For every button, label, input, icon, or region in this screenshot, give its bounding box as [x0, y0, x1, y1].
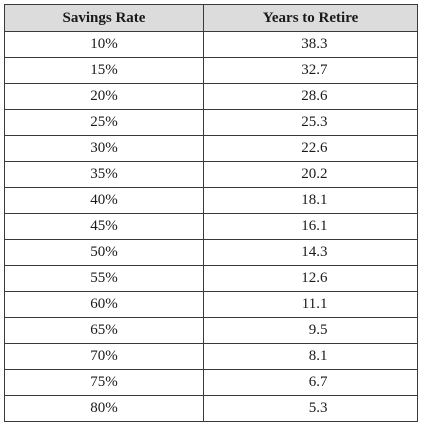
years-value: 5.3	[308, 400, 328, 416]
header-row: Savings Rate Years to Retire	[4, 4, 418, 32]
years-value: 8.1	[308, 348, 328, 364]
table-body: 10% 38.3 15% 32.7 20% 28.6 25% 25.3 30% 22.6 35% 20…	[4, 31, 418, 422]
table-row: 50% 14.3	[4, 239, 418, 266]
savings-rate-cell: 15%	[4, 57, 204, 84]
years-value: 11.1	[301, 296, 328, 312]
years-to-retire-cell: 6.7	[203, 369, 418, 396]
table-row: 30% 22.6	[4, 135, 418, 162]
savings-rate-cell: 35%	[4, 161, 204, 188]
table-row: 15% 32.7	[4, 57, 418, 84]
header-years-to-retire: Years to Retire	[203, 4, 418, 32]
years-to-retire-cell: 5.3	[203, 395, 418, 422]
years-to-retire-cell: 14.3	[203, 239, 418, 266]
header-savings-rate: Savings Rate	[4, 4, 204, 32]
savings-rate-table: Savings Rate Years to Retire 10% 38.3 15% 3…	[4, 4, 418, 422]
savings-rate-cell: 50%	[4, 239, 204, 266]
years-to-retire-cell: 38.3	[203, 31, 418, 58]
table-row: 10% 38.3	[4, 31, 418, 58]
years-to-retire-cell: 11.1	[203, 291, 418, 318]
table-row: 35% 20.2	[4, 161, 418, 188]
savings-rate-cell: 10%	[4, 31, 204, 58]
table-row: 40% 18.1	[4, 187, 418, 214]
table-header: Savings Rate Years to Retire	[4, 4, 418, 32]
years-to-retire-cell: 8.1	[203, 343, 418, 370]
savings-rate-cell: 80%	[4, 395, 204, 422]
years-to-retire-cell: 16.1	[203, 213, 418, 240]
years-value: 14.3	[301, 244, 328, 260]
years-value: 25.3	[301, 114, 328, 130]
table-row: 65% 9.5	[4, 317, 418, 344]
years-value: 6.7	[308, 374, 328, 390]
years-value: 20.2	[301, 166, 328, 182]
years-to-retire-cell: 22.6	[203, 135, 418, 162]
table-row: 55% 12.6	[4, 265, 418, 292]
years-to-retire-cell: 18.1	[203, 187, 418, 214]
table-row: 75% 6.7	[4, 369, 418, 396]
years-value: 32.7	[301, 62, 328, 78]
years-to-retire-cell: 20.2	[203, 161, 418, 188]
years-value: 22.6	[301, 140, 328, 156]
table-row: 20% 28.6	[4, 83, 418, 110]
years-to-retire-cell: 12.6	[203, 265, 418, 292]
years-value: 16.1	[301, 218, 328, 234]
years-value: 18.1	[301, 192, 328, 208]
years-value: 28.6	[301, 88, 328, 104]
years-to-retire-cell: 25.3	[203, 109, 418, 136]
years-value: 12.6	[301, 270, 328, 286]
savings-rate-cell: 70%	[4, 343, 204, 370]
savings-rate-cell: 30%	[4, 135, 204, 162]
savings-rate-cell: 55%	[4, 265, 204, 292]
years-to-retire-cell: 9.5	[203, 317, 418, 344]
savings-rate-cell: 45%	[4, 213, 204, 240]
years-value: 9.5	[308, 322, 328, 338]
savings-rate-cell: 20%	[4, 83, 204, 110]
savings-table-container: Savings Rate Years to Retire 10% 38.3 15% 3…	[4, 4, 418, 422]
savings-rate-cell: 25%	[4, 109, 204, 136]
table-row: 25% 25.3	[4, 109, 418, 136]
table-row: 80% 5.3	[4, 395, 418, 422]
table-row: 70% 8.1	[4, 343, 418, 370]
years-value: 38.3	[301, 36, 328, 52]
table-row: 60% 11.1	[4, 291, 418, 318]
table-row: 45% 16.1	[4, 213, 418, 240]
savings-rate-cell: 60%	[4, 291, 204, 318]
savings-rate-cell: 75%	[4, 369, 204, 396]
years-to-retire-cell: 32.7	[203, 57, 418, 84]
savings-rate-cell: 65%	[4, 317, 204, 344]
years-to-retire-cell: 28.6	[203, 83, 418, 110]
savings-rate-cell: 40%	[4, 187, 204, 214]
